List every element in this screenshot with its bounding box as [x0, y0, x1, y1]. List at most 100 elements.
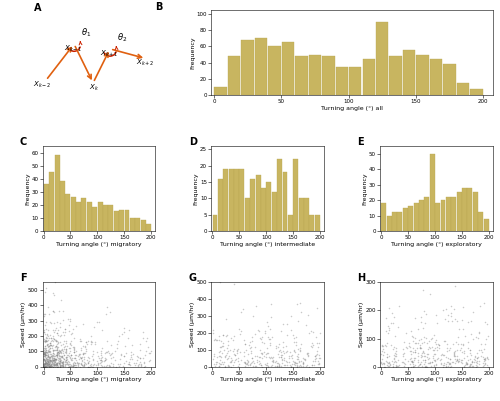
Point — [142, 348, 150, 354]
Point — [403, 344, 411, 351]
Point — [236, 348, 244, 355]
Point — [53, 360, 61, 367]
Point — [392, 332, 400, 339]
Bar — [140, 221, 145, 231]
Point — [140, 354, 147, 361]
Point — [389, 361, 397, 368]
Bar — [443, 64, 456, 95]
Point — [84, 341, 92, 347]
Point — [288, 331, 296, 338]
Point — [481, 355, 489, 361]
Point — [280, 361, 287, 368]
Point — [44, 352, 52, 358]
Point — [296, 347, 304, 353]
Point — [54, 351, 62, 358]
Point — [50, 279, 58, 285]
Point — [468, 359, 476, 365]
Point — [52, 360, 60, 367]
Point — [408, 358, 416, 365]
Point — [82, 357, 90, 364]
Point — [248, 355, 256, 361]
Point — [408, 358, 416, 364]
Point — [54, 358, 62, 364]
Point — [398, 359, 406, 366]
Point — [475, 358, 483, 364]
Point — [424, 346, 432, 352]
Point — [50, 357, 58, 364]
Point — [89, 356, 97, 362]
Point — [64, 352, 72, 358]
Point — [407, 328, 415, 334]
Point — [46, 311, 54, 318]
Point — [251, 331, 259, 337]
Point — [402, 329, 409, 336]
Point — [299, 359, 307, 366]
Point — [80, 321, 88, 327]
Point — [42, 356, 50, 363]
Point — [442, 360, 450, 367]
Point — [72, 362, 80, 369]
Point — [481, 319, 489, 325]
Point — [210, 337, 218, 343]
Point — [46, 358, 54, 364]
Point — [136, 346, 144, 353]
Point — [234, 358, 242, 364]
Point — [250, 358, 258, 364]
Point — [60, 317, 68, 323]
Text: $X_{k+1}$: $X_{k+1}$ — [100, 49, 118, 59]
Point — [312, 354, 320, 361]
Bar — [376, 22, 388, 95]
Point — [451, 359, 459, 366]
Point — [384, 351, 392, 357]
Point — [44, 304, 52, 310]
Point — [56, 320, 64, 326]
Point — [386, 352, 394, 359]
Point — [42, 363, 50, 369]
Point — [88, 363, 96, 370]
Point — [290, 360, 298, 367]
Point — [284, 352, 292, 359]
Point — [378, 342, 386, 348]
Bar — [282, 172, 288, 231]
Point — [82, 361, 90, 368]
Point — [114, 363, 122, 369]
Point — [222, 316, 230, 322]
Point — [42, 362, 50, 368]
Point — [261, 328, 269, 334]
Point — [70, 354, 78, 361]
Point — [309, 358, 317, 365]
Point — [481, 356, 489, 363]
Point — [130, 360, 138, 367]
Point — [41, 358, 49, 365]
Point — [43, 342, 51, 348]
Point — [394, 356, 402, 363]
Point — [484, 333, 492, 339]
Point — [217, 344, 225, 350]
Point — [108, 363, 116, 369]
Point — [458, 317, 466, 324]
Point — [58, 359, 66, 366]
Point — [426, 344, 434, 350]
Point — [58, 360, 66, 367]
Point — [424, 351, 432, 357]
Point — [68, 363, 76, 369]
Point — [65, 328, 73, 334]
Point — [466, 362, 474, 368]
Point — [286, 363, 294, 369]
Point — [283, 347, 291, 354]
Point — [220, 359, 228, 365]
Point — [286, 362, 294, 368]
Bar — [224, 169, 228, 231]
Point — [295, 359, 303, 365]
Bar — [304, 198, 309, 231]
Point — [312, 304, 320, 311]
Point — [106, 350, 114, 356]
Point — [42, 359, 50, 365]
Point — [278, 348, 285, 355]
Point — [458, 357, 466, 363]
Point — [469, 308, 477, 315]
Point — [380, 360, 388, 366]
Point — [248, 359, 256, 366]
Bar — [234, 169, 239, 231]
Point — [464, 344, 472, 351]
